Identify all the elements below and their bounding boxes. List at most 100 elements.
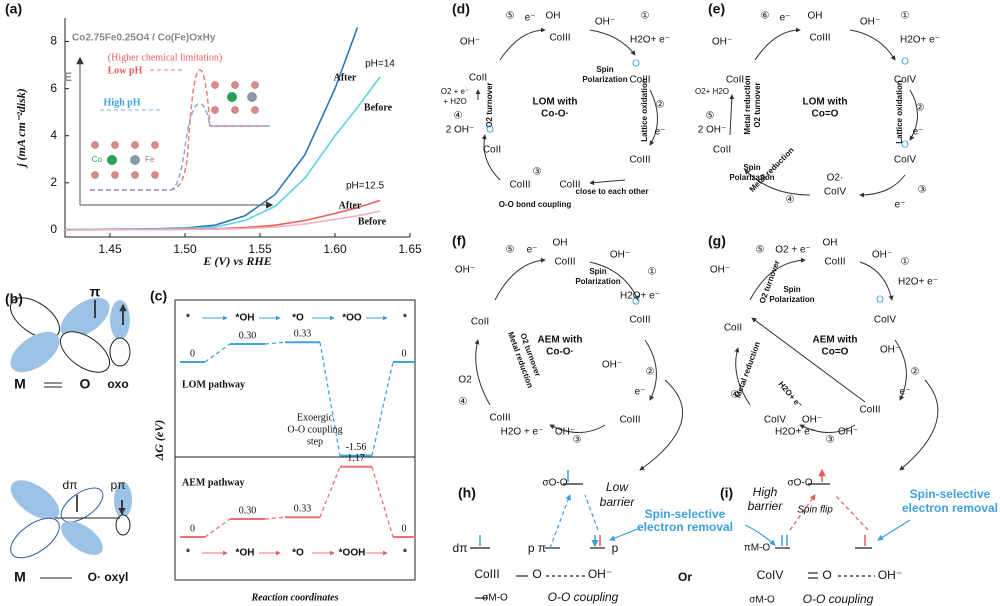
diagram-text: e⁻ [895, 200, 906, 211]
diagram-text: LOM with [803, 97, 848, 108]
x-tick-label: 1.55 [248, 242, 272, 256]
diagram-text: p [612, 541, 619, 555]
diagram-text: OH⁻ [860, 17, 880, 28]
diagram-text: OH⁻ [710, 265, 730, 276]
connector [264, 516, 286, 520]
diagram-text: Spin [743, 163, 760, 172]
connector [264, 341, 286, 345]
diagram-text: H2O+ e⁻ [898, 277, 938, 288]
diagram-text: CoIII [619, 415, 640, 426]
diagram-text: dπ [453, 541, 468, 555]
diagram-text: OH [823, 238, 838, 249]
inset-title: Co2.75Fe0.25O4 / Co(Fe)OxHy [72, 33, 216, 44]
diagram-text: OH [808, 11, 823, 22]
x-tick-label: 1.45 [98, 242, 122, 256]
diagram-text: OH⁻ [555, 427, 575, 438]
value-label: 1.17 [347, 453, 365, 464]
connector [371, 466, 394, 538]
diagram-text: electron removal [902, 501, 998, 515]
diagram-text: ② [911, 367, 920, 378]
diagram-text: O2· [827, 173, 844, 184]
diagram-text: CoII [471, 317, 489, 328]
diagram-text: CoIII [809, 33, 830, 44]
value-label: 0 [402, 523, 407, 534]
diagram-text: ⑤ [506, 245, 515, 256]
step-label: *O [292, 313, 304, 324]
diagram-text: OH [546, 11, 561, 22]
diagram-text: OH⁻ [610, 250, 630, 261]
diagram-text: H2O+ e⁻ [630, 35, 670, 46]
x-tick-label: 1.60 [323, 242, 347, 256]
diagram-text: CoII [483, 145, 501, 156]
inset-axis: E [64, 70, 72, 84]
diagram-text: O2 + e⁻ [441, 87, 469, 96]
annotation: Low pH [108, 65, 143, 76]
annotation: O-O coupling [287, 424, 342, 435]
diagram-text: σM-O [482, 593, 508, 604]
diagram-text: CoIV [874, 315, 897, 326]
step-label: *OH [236, 548, 255, 559]
diagram-text: dπ [63, 478, 78, 492]
diagram-text: O [632, 59, 640, 70]
diagram-text: Low [606, 480, 629, 494]
diagram-text: ② [646, 367, 655, 378]
diagram-text: ① [648, 267, 657, 278]
diagram-text: OH⁻ [872, 250, 892, 261]
diagram-text: barrier [600, 495, 636, 509]
diagram-text: e⁻ [780, 13, 791, 24]
panel-label: (e) [708, 1, 725, 17]
diagram-text: O [632, 297, 640, 308]
series-label: Before [358, 216, 387, 227]
diagram-text: LOM with [533, 97, 578, 108]
diagram-text: + H2O [443, 97, 466, 106]
diagram-text: O [901, 140, 909, 151]
panel-label: (i) [720, 485, 733, 501]
connector [204, 518, 231, 538]
diagram-text: e⁻ [635, 387, 646, 398]
diagram-text: e⁻ [655, 127, 666, 138]
x-axis-label: Reaction coordinates [251, 592, 339, 603]
diagram-text: O-O coupling [803, 592, 874, 606]
diagram-text: ② [916, 103, 925, 114]
series-label: Before [364, 102, 393, 113]
series-label: After [339, 200, 362, 211]
diagram-text: close to each other [576, 187, 649, 196]
diagram-text: Co=O [822, 347, 849, 358]
diagram-text: πM-O [744, 543, 771, 554]
panel-label: (b) [5, 291, 23, 307]
diagram-text: CoIII [509, 180, 530, 191]
value-label: 0 [402, 348, 407, 359]
connector [319, 342, 341, 456]
diagram-text: e⁻ [527, 245, 538, 256]
diagram-text: 2 OH⁻ [446, 125, 475, 136]
diagram-text: O2 turnover [753, 82, 762, 127]
diagram-text: CoIII [554, 257, 575, 268]
panel-label: (a) [5, 1, 22, 17]
value-label: 0.30 [239, 505, 257, 516]
step-label: *OH [236, 313, 255, 324]
diagram-text: Metal reduction [743, 75, 752, 134]
diagram-text: O2 [458, 375, 472, 386]
axis-frame [64, 18, 410, 238]
diagram-text: ① [901, 11, 910, 22]
diagram-text: ④ [786, 195, 795, 206]
diagram-text: OH⁻ [802, 415, 822, 426]
diagram-text: e⁻ [525, 13, 536, 24]
step-label: *OOH [339, 548, 366, 559]
value-label: 0.30 [239, 330, 257, 341]
diagram-text: pπ [111, 478, 126, 492]
diagram-text: Polarization [575, 277, 620, 286]
diagram-text: OH⁻ [878, 568, 902, 582]
diagram-text: CoIV [764, 415, 787, 426]
y-tick-label: 2 [50, 175, 57, 189]
diagram-text: Lattice oxidation [640, 78, 649, 142]
diagram-text: CoIII [629, 155, 650, 166]
atom-label: Co [92, 155, 103, 164]
group-label: pH=14 [365, 59, 395, 70]
x-tick-label: 1.65 [398, 242, 422, 256]
diagram-text: ③ [826, 435, 835, 446]
diagram-text: OH⁻ [460, 37, 480, 48]
value-label: -1.56 [346, 442, 367, 453]
group-label: pH=12.5 [346, 181, 385, 192]
step-label: * [186, 313, 190, 324]
